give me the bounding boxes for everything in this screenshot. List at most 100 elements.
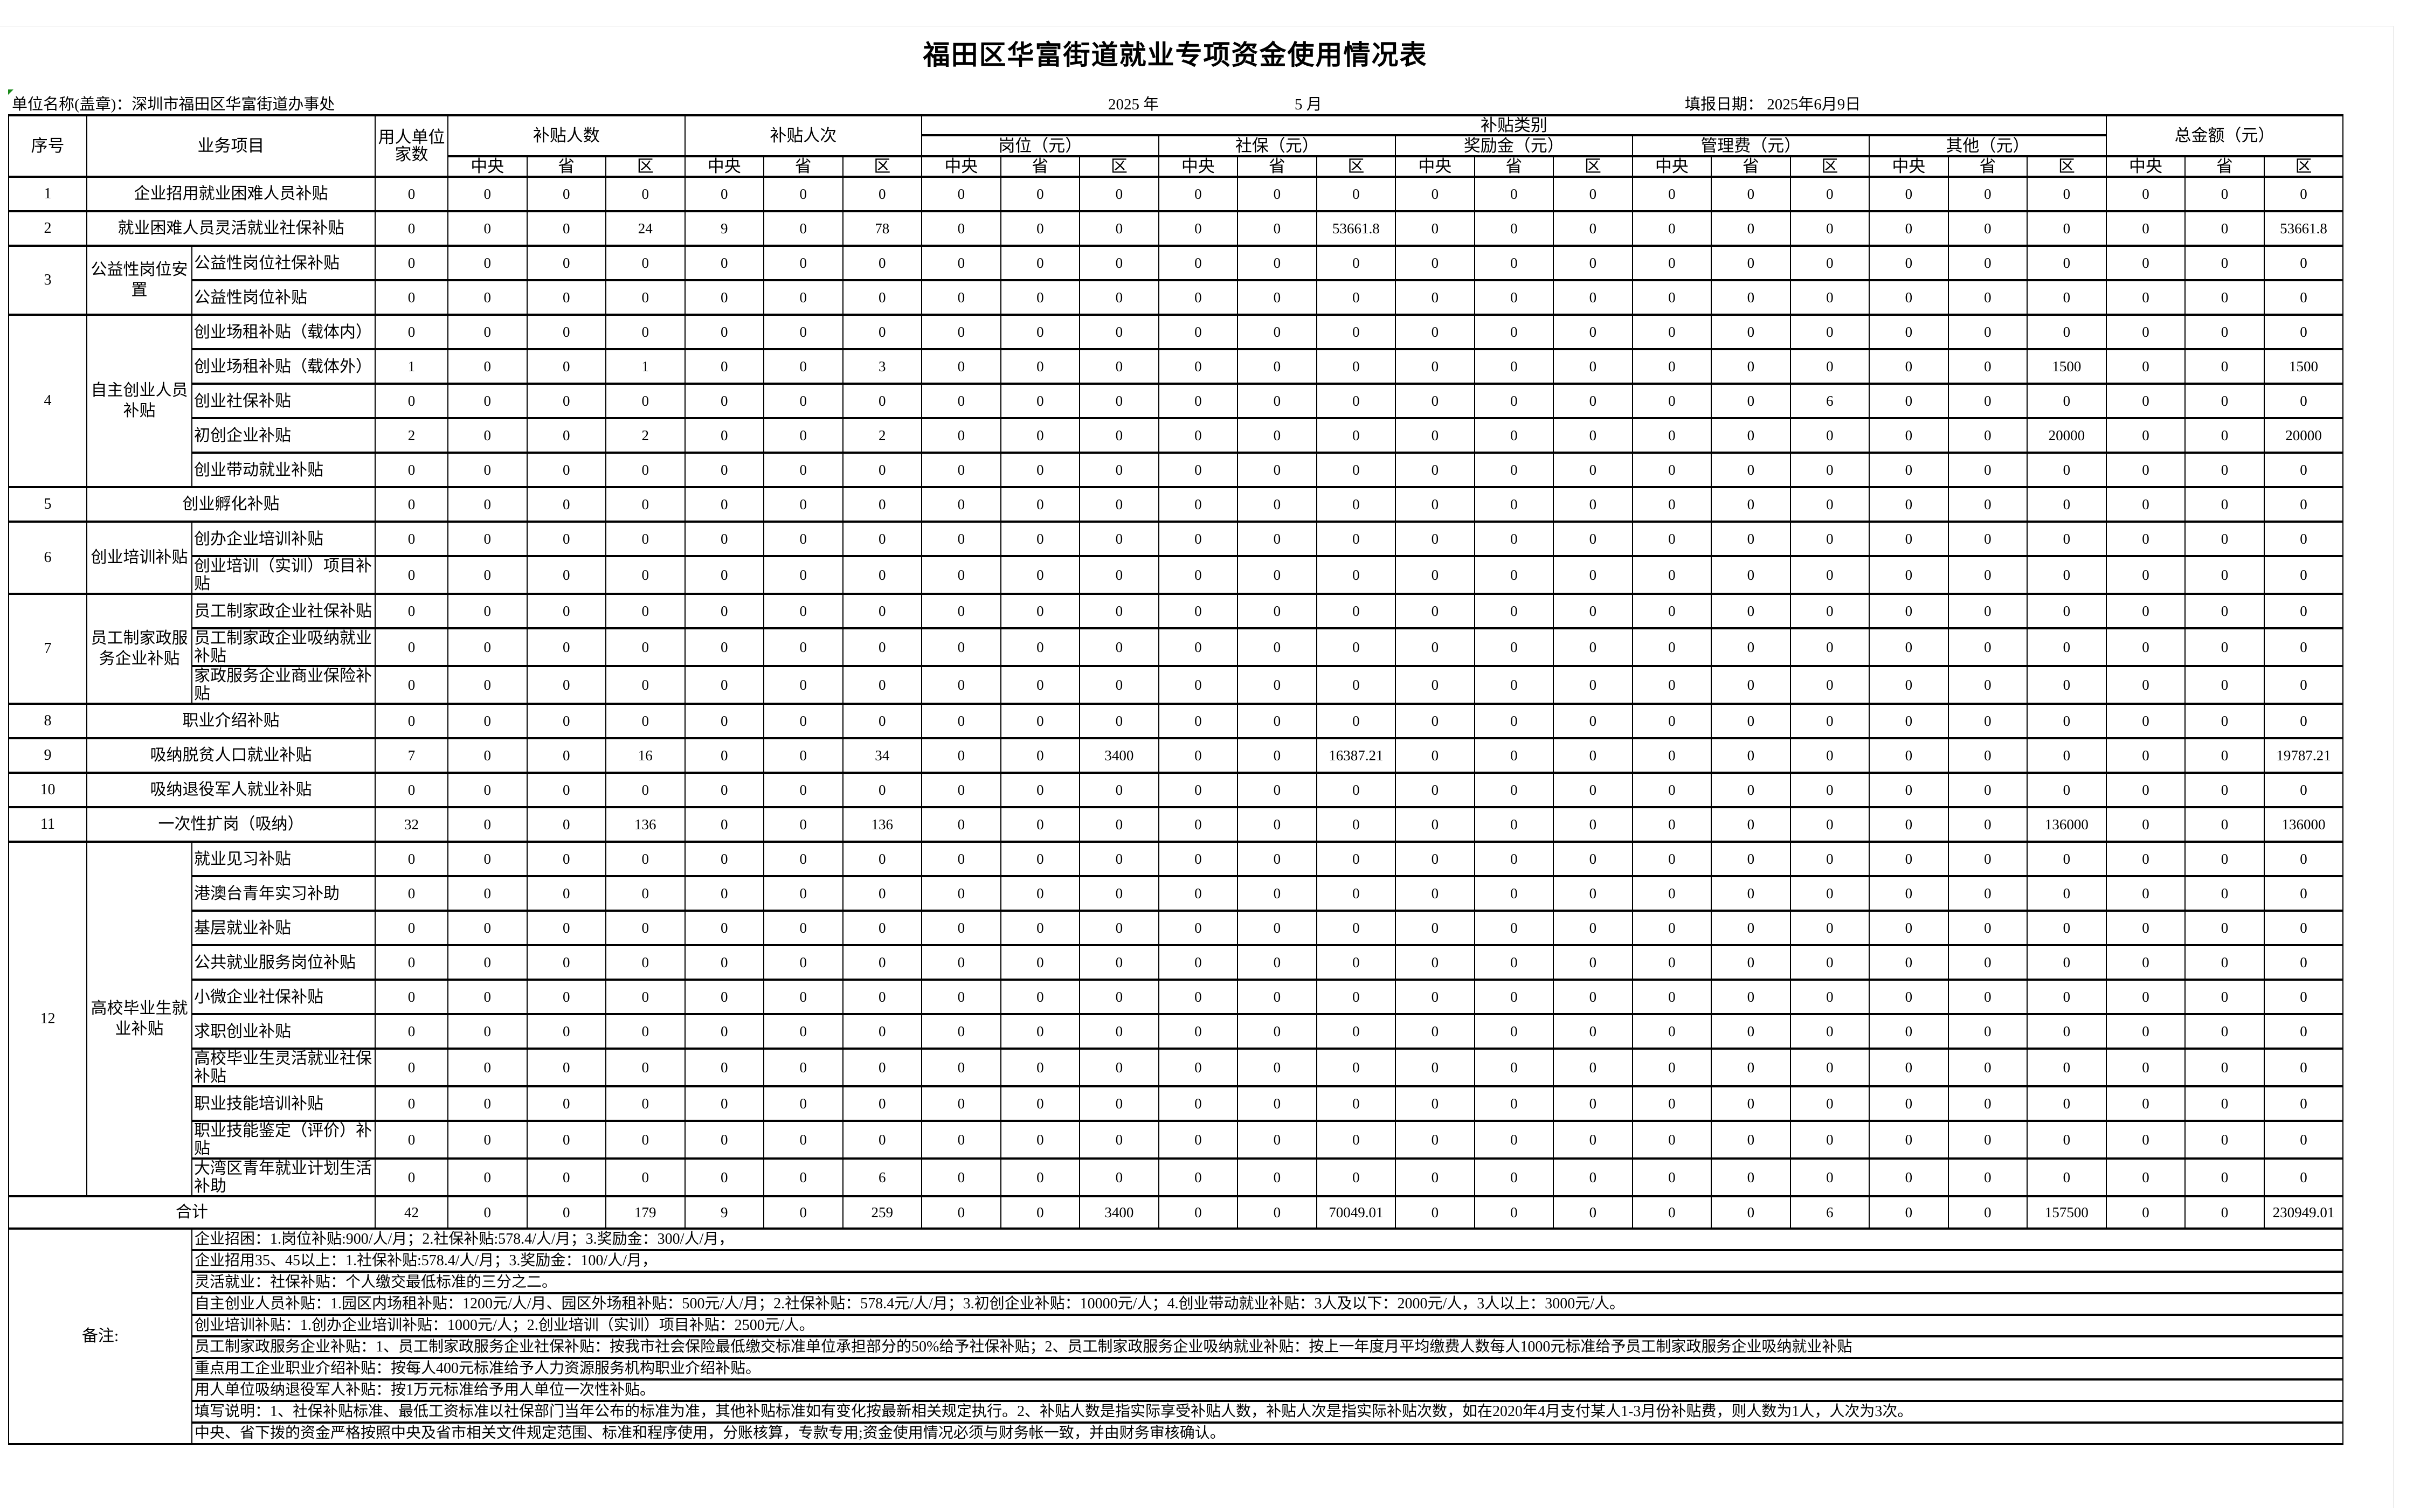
value-cell: 0	[1158, 593, 1239, 629]
value-cell: 0	[1631, 314, 1712, 350]
value-cell: 0	[1474, 1013, 1554, 1050]
value-cell: 0	[684, 910, 765, 946]
value-cell: 0	[2184, 279, 2265, 316]
table-row: 公益性岗位补贴 0 0 0 0 0 0 0 0 0 0 0 0 0 0 0 0 0 0 0 0 0 0 0 0 0	[9, 279, 2344, 316]
value-cell: 0	[921, 348, 1001, 385]
value-cell: 0	[526, 593, 606, 629]
row-group-name: 员工制家政服务企业补贴	[86, 593, 192, 705]
value-cell: 0	[1395, 245, 1475, 281]
value-cell: 0	[526, 210, 606, 247]
value-cell: 0	[2263, 555, 2344, 595]
value-cell: 0	[1316, 910, 1396, 946]
value-cell: 0	[1869, 1195, 1949, 1230]
value-cell: 0	[1237, 737, 1317, 774]
value-cell: 0	[1316, 486, 1396, 523]
value-cell: 0	[526, 1048, 606, 1087]
value-cell: 0	[1000, 875, 1081, 912]
value-cell: 0	[1869, 1085, 1949, 1122]
value-cell: 0	[1237, 521, 1317, 557]
table-row: 12 高校毕业生就业补贴 就业见习补贴 0 0 0 0 0 0 0 0 0 0 0 0 0 0 0 0 0 0 0 0 0 0 0…	[8, 841, 2344, 1197]
value-cell: 0	[1316, 593, 1396, 629]
value-cell: 0	[1474, 417, 1554, 454]
value-cell: 78	[842, 210, 923, 247]
value-cell: 0	[605, 555, 686, 595]
header-category-item: 管理费（元）	[1631, 134, 1870, 157]
header-level: 省	[1947, 155, 2028, 178]
value-cell: 0	[763, 1195, 843, 1230]
value-cell: 0	[1474, 521, 1554, 557]
value-cell: 0	[684, 665, 765, 705]
row-seq: 7	[8, 593, 87, 705]
value-cell: 0	[2184, 944, 2265, 981]
value-cell: 0	[1000, 452, 1081, 488]
value-cell: 0	[447, 806, 528, 843]
value-cell: 0	[1000, 627, 1081, 667]
value-cell: 0	[1947, 1013, 2028, 1050]
note-row: 中央、省下拨的资金严格按照中央及省市相关文件规定范围、标准和程序使用，分账核算，…	[9, 1421, 2344, 1445]
value-cell: 0	[1553, 737, 1633, 774]
row-subitem-name: 就业见习补贴	[191, 841, 376, 877]
value-cell: 34	[842, 737, 923, 774]
value-cell: 0	[1474, 245, 1554, 281]
value-cell: 0	[1789, 1085, 1870, 1122]
value-cell: 53661.8	[1316, 210, 1396, 247]
value-cell: 0	[763, 944, 843, 981]
value-cell: 0	[1316, 875, 1396, 912]
value-cell: 0	[1711, 737, 1791, 774]
value-cell: 0	[2105, 417, 2186, 454]
value-cell: 0	[1553, 1157, 1633, 1197]
value-cell: 0	[763, 703, 843, 739]
value-cell: 0	[605, 245, 686, 281]
note-row: 重点用工企业职业介绍补贴：按每人400元标准给予人力资源服务机构职业介绍补贴。	[9, 1357, 2344, 1381]
value-cell: 0	[447, 593, 528, 629]
value-cell: 0	[1947, 521, 2028, 557]
value-cell: 0	[1316, 314, 1396, 350]
value-cell: 0	[1079, 348, 1159, 385]
value-cell: 0	[1947, 245, 2028, 281]
value-cell: 0	[1947, 772, 2028, 808]
value-cell: 0	[2105, 383, 2186, 419]
value-cell: 0	[375, 593, 448, 629]
value-cell: 0	[1947, 979, 2028, 1015]
row-item-name: 吸纳脱贫人口就业补贴	[86, 737, 376, 774]
value-cell: 0	[375, 452, 448, 488]
value-cell: 0	[2263, 314, 2344, 350]
value-cell: 0	[1947, 806, 2028, 843]
value-cell: 0	[842, 452, 923, 488]
value-cell: 0	[1000, 910, 1081, 946]
row-subitem-name: 员工制家政企业社保补贴	[191, 593, 376, 629]
value-cell: 0	[447, 417, 528, 454]
value-cell: 0	[1553, 772, 1633, 808]
value-cell: 0	[842, 665, 923, 705]
value-cell: 0	[1079, 210, 1159, 247]
value-cell: 0	[526, 910, 606, 946]
value-cell: 0	[842, 627, 923, 667]
value-cell: 0	[2184, 486, 2265, 523]
value-cell: 0	[1631, 1085, 1712, 1122]
value-cell: 0	[1395, 176, 1475, 212]
value-cell: 19787.21	[2263, 737, 2344, 774]
value-cell: 0	[1316, 806, 1396, 843]
value-cell: 1	[605, 348, 686, 385]
value-cell: 0	[1395, 1013, 1475, 1050]
value-cell: 0	[1869, 383, 1949, 419]
value-cell: 0	[1711, 593, 1791, 629]
value-cell: 0	[921, 1195, 1001, 1230]
note-line: 填写说明：1、社保补贴标准、最低工资标准以社保部门当年公布的标准为准，其他补贴标…	[191, 1400, 2344, 1424]
header-level: 区	[1079, 155, 1159, 178]
value-cell: 0	[2105, 1085, 2186, 1122]
row-subitem-name: 创业带动就业补贴	[191, 452, 376, 488]
value-cell: 0	[1789, 521, 1870, 557]
value-cell: 0	[1158, 279, 1239, 316]
row-subitem-name: 公益性岗位社保补贴	[191, 245, 376, 281]
value-cell: 0	[2184, 1120, 2265, 1160]
header-persons: 补贴人数	[447, 114, 686, 157]
value-cell: 0	[2105, 875, 2186, 912]
value-cell: 0	[526, 452, 606, 488]
value-cell: 136	[842, 806, 923, 843]
value-cell: 0	[605, 1085, 686, 1122]
value-cell: 0	[842, 486, 923, 523]
value-cell: 0	[2105, 314, 2186, 350]
value-cell: 0	[684, 737, 765, 774]
value-cell: 0	[1789, 210, 1870, 247]
